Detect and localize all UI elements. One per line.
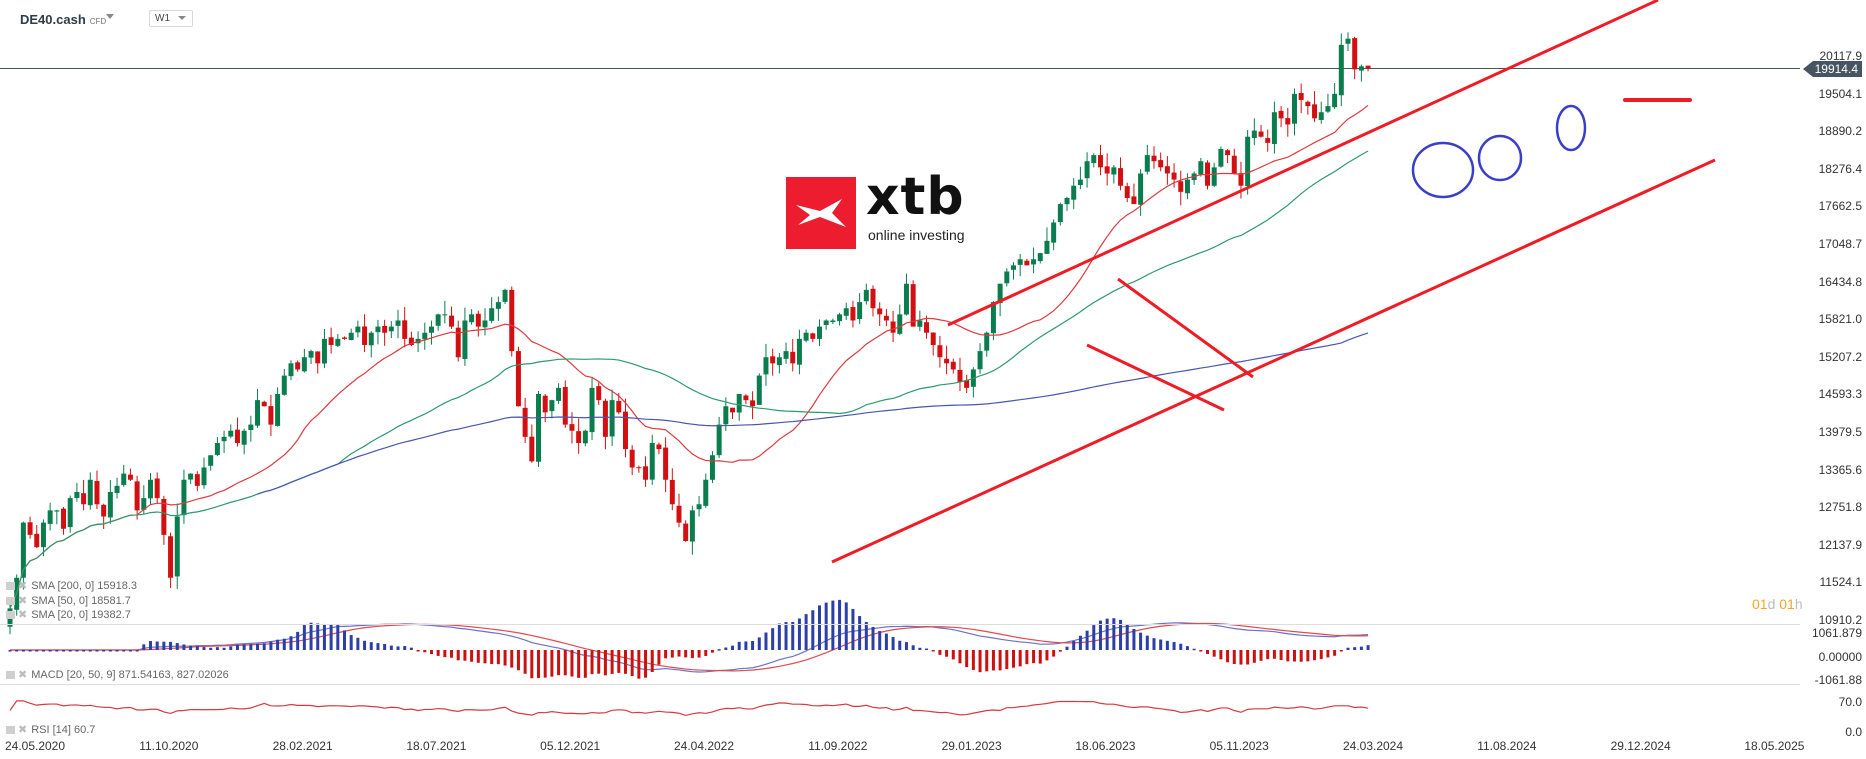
close-icon[interactable]: ✖ bbox=[18, 724, 28, 736]
y-tick-label: 18890.2 bbox=[1818, 124, 1862, 139]
indicator-tick-label: 1061.879 bbox=[1811, 626, 1862, 640]
y-tick-label: 12137.9 bbox=[1818, 537, 1862, 552]
x-tick-label: 28.02.2021 bbox=[272, 739, 333, 753]
x-tick-label: 11.10.2020 bbox=[139, 739, 199, 753]
indicator-tick-label: 0.00000 bbox=[1818, 650, 1862, 664]
chevron-down-icon[interactable] bbox=[106, 14, 114, 19]
countdown-hours-unit: h bbox=[1794, 596, 1803, 612]
settings-icon[interactable] bbox=[6, 597, 15, 606]
legend-rsi[interactable]: ✖ RSI [14] 60.7 bbox=[6, 723, 95, 736]
chart-toolbar: DE40.cash CFD W1 bbox=[0, 0, 1866, 36]
y-tick-label: 18276.4 bbox=[1818, 161, 1862, 176]
y-tick-label: 16434.8 bbox=[1818, 274, 1862, 289]
y-tick-label: 15821.0 bbox=[1818, 312, 1862, 327]
x-tick-label: 05.12.2021 bbox=[540, 739, 601, 753]
settings-icon[interactable] bbox=[6, 611, 15, 620]
xtb-x-mark-icon bbox=[786, 177, 856, 249]
candle-countdown: 01d 01h bbox=[1752, 596, 1803, 612]
legend-label: RSI [14] 60.7 bbox=[31, 724, 96, 736]
countdown-hours: 01 bbox=[1779, 596, 1795, 612]
legend-sma20[interactable]: ✖ SMA [20, 0] 19382.7 bbox=[6, 608, 131, 621]
x-tick-label: 11.08.2024 bbox=[1477, 739, 1537, 753]
x-tick-label: 05.11.2023 bbox=[1209, 739, 1269, 753]
legend-label: SMA [20, 0] 19382.7 bbox=[31, 609, 131, 621]
x-tick-label: 24.05.2020 bbox=[4, 739, 66, 753]
y-tick-label: 11524.1 bbox=[1819, 575, 1863, 590]
x-tick-label: 29.01.2023 bbox=[941, 739, 1002, 753]
legend-label: MACD [20, 50, 9] 871.54163, 827.02026 bbox=[31, 669, 229, 681]
indicator-tick-label: -1061.88 bbox=[1814, 673, 1862, 687]
countdown-days-unit: d bbox=[1767, 596, 1776, 612]
close-icon[interactable]: ✖ bbox=[18, 669, 28, 681]
close-icon[interactable]: ✖ bbox=[18, 580, 28, 592]
y-tick-label: 13365.6 bbox=[1818, 462, 1862, 477]
x-tick-label: 24.04.2022 bbox=[673, 739, 735, 753]
indicator-tick-label: 70.0 bbox=[1838, 695, 1862, 709]
y-tick-label: 20117.9 bbox=[1819, 49, 1863, 63]
legend-label: SMA [50, 0] 18581.7 bbox=[31, 595, 131, 607]
chevron-down-icon bbox=[178, 16, 186, 20]
x-tick-label: 11.09.2022 bbox=[808, 739, 868, 753]
x-tick-label: 18.07.2021 bbox=[406, 739, 467, 753]
y-tick-label: 17048.7 bbox=[1818, 237, 1862, 251]
indicator-tick-label: 0.0 bbox=[1845, 725, 1862, 739]
symbol-name: DE40.cash bbox=[20, 12, 86, 27]
y-tick-label: 13979.5 bbox=[1818, 425, 1862, 439]
x-tick-label: 18.06.2023 bbox=[1075, 739, 1136, 753]
y-tick-label: 19504.1 bbox=[1818, 86, 1862, 101]
panel-divider[interactable] bbox=[0, 684, 1800, 685]
x-tick-label: 29.12.2024 bbox=[1610, 739, 1671, 753]
y-tick-label: 10910.2 bbox=[1818, 613, 1862, 627]
y-tick-label: 14593.3 bbox=[1818, 387, 1862, 402]
close-icon[interactable]: ✖ bbox=[18, 595, 28, 607]
timeframe-value: W1 bbox=[155, 13, 170, 24]
y-tick-label: 15207.2 bbox=[1818, 349, 1862, 364]
legend-macd[interactable]: ✖ MACD [20, 50, 9] 871.54163, 827.02026 bbox=[6, 668, 229, 681]
logo-tagline: online investing bbox=[868, 227, 965, 243]
current-price-tag: 19914.4 bbox=[1802, 61, 1862, 77]
countdown-days: 01 bbox=[1752, 596, 1768, 612]
logo-brand: xtb bbox=[866, 167, 965, 227]
settings-icon[interactable] bbox=[6, 726, 15, 735]
panel-divider[interactable] bbox=[0, 624, 1800, 625]
symbol-type: CFD bbox=[89, 17, 107, 26]
legend-label: SMA [200, 0] 15918.3 bbox=[31, 580, 138, 592]
settings-icon[interactable] bbox=[6, 671, 15, 680]
timeframe-select[interactable]: W1 bbox=[149, 10, 193, 27]
settings-icon[interactable] bbox=[6, 582, 15, 591]
x-tick-label: 24.03.2024 bbox=[1342, 739, 1404, 753]
symbol-selector[interactable]: DE40.cash CFD bbox=[20, 12, 106, 27]
legend-sma50[interactable]: ✖ SMA [50, 0] 18581.7 bbox=[6, 594, 131, 607]
close-icon[interactable]: ✖ bbox=[18, 609, 28, 621]
x-tick-label: 18.05.2025 bbox=[1744, 739, 1805, 753]
legend-sma200[interactable]: ✖ SMA [200, 0] 15918.3 bbox=[6, 579, 137, 592]
y-tick-label: 17662.5 bbox=[1818, 199, 1862, 214]
y-tick-label: 12751.8 bbox=[1818, 500, 1862, 515]
